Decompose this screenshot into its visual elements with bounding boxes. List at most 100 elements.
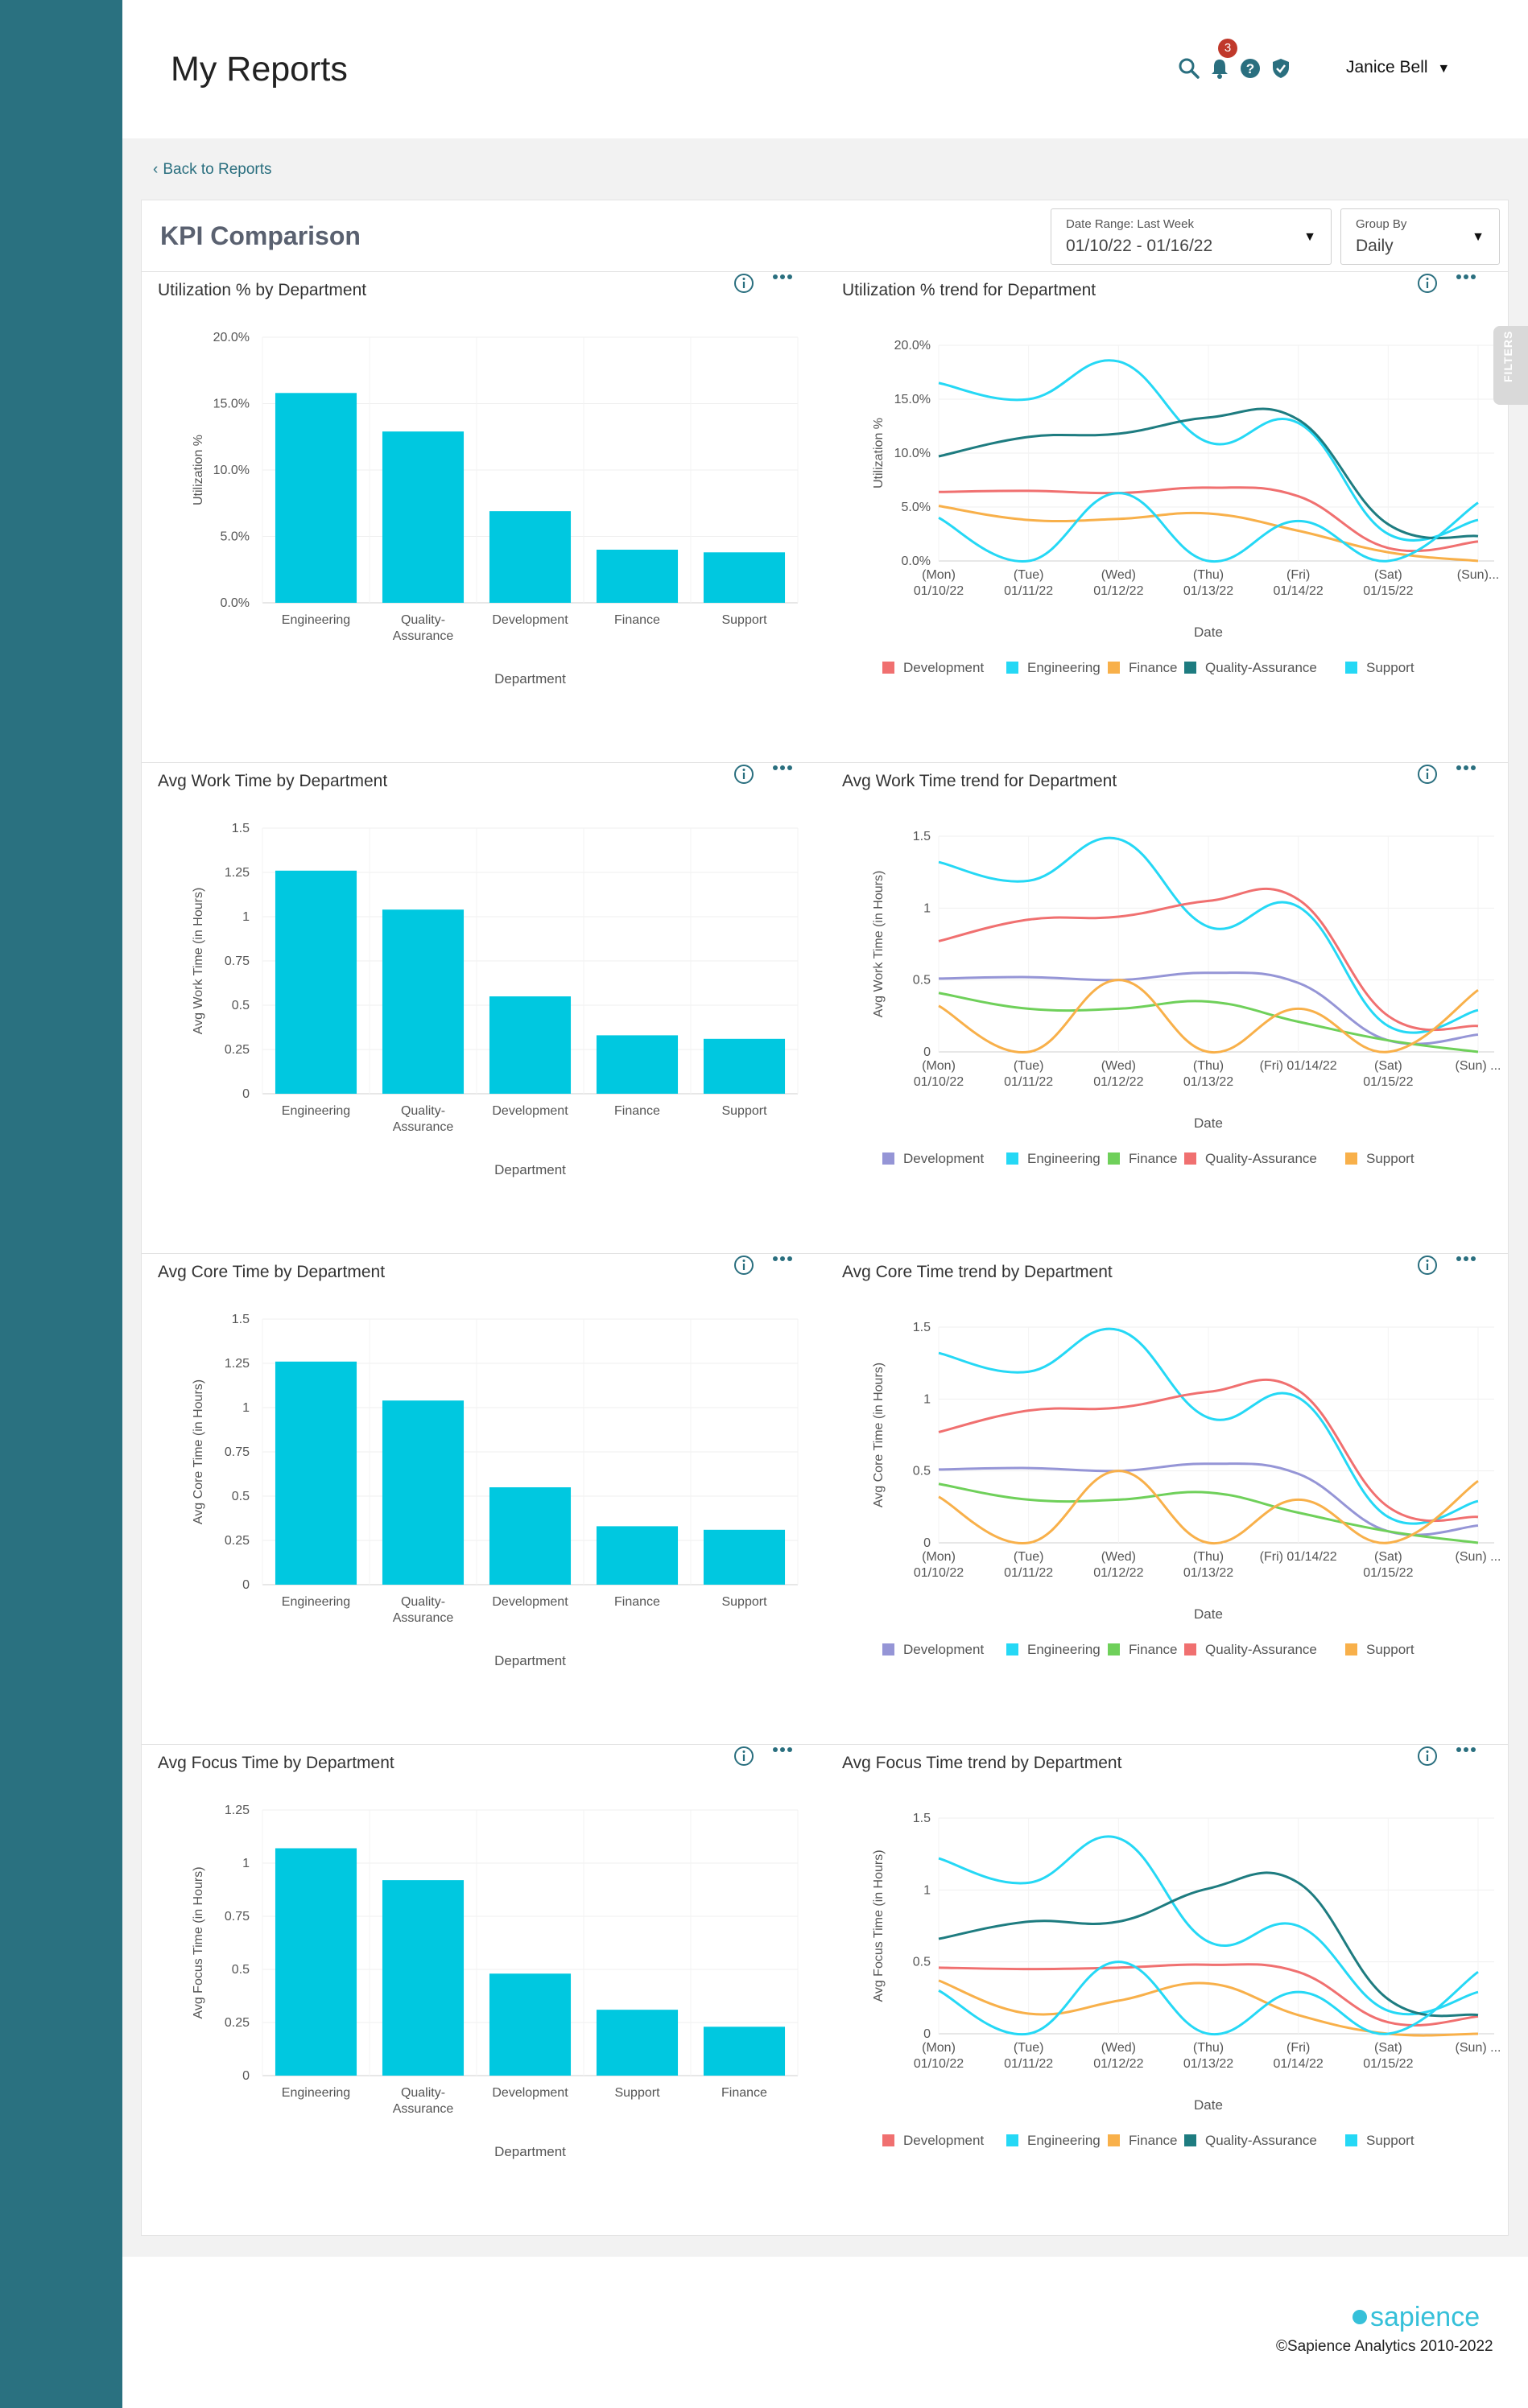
y-tick-label: 0.5 bbox=[232, 1490, 250, 1503]
bar bbox=[382, 1880, 465, 2076]
series-line bbox=[938, 1963, 1479, 2027]
x-tick-label: Quality- bbox=[401, 1104, 445, 1118]
x-tick-label: (Tue) bbox=[1014, 2041, 1044, 2055]
chart-title: Avg Focus Time by Department bbox=[158, 1754, 394, 1772]
date-range-label: Date Range: Last Week bbox=[1066, 217, 1194, 231]
bar bbox=[596, 2010, 679, 2076]
legend-label: Development bbox=[903, 660, 984, 675]
report-title: KPI Comparison bbox=[160, 221, 361, 250]
series-line bbox=[938, 1835, 1479, 2016]
bar bbox=[596, 1035, 679, 1094]
x-tick-label: (Sat) bbox=[1374, 1059, 1402, 1073]
bar-chart: 0 0.25 0.5 0.75 1 1.25 1.5 Engineering Quality- A… bbox=[192, 822, 799, 1177]
y-tick-label: 0.75 bbox=[225, 1910, 250, 1924]
chart-panel-utilization-trend: 0.0% 5.0% 10.0% 15.0% 20.0% (Mon) 01/10/22 (Tue… bbox=[826, 273, 1509, 756]
y-tick-label: 0.5 bbox=[913, 1956, 931, 1969]
shield-icon[interactable] bbox=[1269, 56, 1293, 80]
date-range-select[interactable]: Date Range: Last Week 01/10/22 - 01/16/2… bbox=[1051, 208, 1332, 265]
series-line bbox=[938, 836, 1479, 1034]
filters-tab[interactable]: FILTERS bbox=[1493, 326, 1528, 405]
info-icon[interactable] bbox=[1417, 273, 1438, 294]
more-options-icon[interactable] bbox=[772, 764, 793, 772]
legend-label: Finance bbox=[1129, 660, 1177, 675]
y-axis-label: Avg Work Time (in Hours) bbox=[872, 871, 886, 1018]
x-tick-label: Development bbox=[492, 1104, 568, 1118]
divider bbox=[142, 1253, 1508, 1254]
x-axis-label: Date bbox=[1194, 625, 1223, 640]
y-axis-label: Avg Focus Time (in Hours) bbox=[192, 1866, 205, 2018]
more-options-icon[interactable] bbox=[772, 1255, 793, 1263]
info-icon[interactable] bbox=[733, 273, 754, 294]
x-tick-label: 01/11/22 bbox=[1004, 1566, 1053, 1580]
y-axis-label: Avg Core Time (in Hours) bbox=[872, 1363, 886, 1507]
more-options-icon[interactable] bbox=[1456, 273, 1476, 281]
user-name: Janice Bell bbox=[1346, 58, 1428, 76]
user-menu[interactable]: Janice Bell ▼ bbox=[1346, 58, 1450, 77]
y-axis-label: Utilization % bbox=[192, 435, 205, 505]
sapience-logo: sapience bbox=[1352, 2302, 1480, 2333]
x-tick-label: (Tue) bbox=[1014, 1550, 1044, 1564]
legend-label: Support bbox=[1366, 1642, 1414, 1657]
more-options-icon[interactable] bbox=[772, 1746, 793, 1754]
info-icon[interactable] bbox=[1417, 764, 1438, 785]
back-to-reports-link[interactable]: ‹ Back to Reports bbox=[153, 161, 272, 179]
more-options-icon[interactable] bbox=[772, 273, 793, 281]
x-tick-label: (Fri) bbox=[1286, 2041, 1310, 2055]
info-icon[interactable] bbox=[733, 1255, 754, 1276]
x-tick-label: (Thu) bbox=[1193, 1059, 1224, 1073]
legend-label: Finance bbox=[1129, 1642, 1177, 1657]
more-options-icon[interactable] bbox=[1456, 1255, 1476, 1263]
more-options-icon[interactable] bbox=[1456, 1746, 1476, 1754]
y-tick-label: 1.5 bbox=[232, 822, 250, 835]
x-tick-label: Engineering bbox=[282, 613, 350, 627]
legend-swatch bbox=[1006, 662, 1018, 674]
bar-chart: 0 0.25 0.5 0.75 1 1.25 1.5 Engineering Quality- A… bbox=[192, 1313, 799, 1668]
help-icon[interactable]: ? bbox=[1238, 56, 1262, 80]
legend-label: Quality-Assurance bbox=[1205, 2133, 1317, 2148]
x-tick-label: 01/15/22 bbox=[1363, 584, 1413, 598]
x-tick-label: (Sat) bbox=[1374, 1550, 1402, 1564]
chart-title: Avg Focus Time trend by Department bbox=[842, 1754, 1122, 1772]
x-tick-label: Assurance bbox=[393, 1611, 454, 1625]
legend-swatch bbox=[1006, 2134, 1018, 2146]
legend-label: Support bbox=[1366, 660, 1414, 675]
y-tick-label: 0.25 bbox=[225, 2016, 250, 2030]
bar bbox=[275, 393, 357, 603]
bar bbox=[382, 431, 465, 603]
search-icon[interactable] bbox=[1177, 56, 1201, 80]
series-line bbox=[938, 492, 1479, 563]
group-by-select[interactable]: Group By Daily ▼ bbox=[1340, 208, 1500, 265]
y-axis-label: Utilization % bbox=[872, 418, 886, 489]
line-chart: 0 0.5 1 1.5 (Mon) 01/10/22 (Tue) 01/11/22 (Wed) 0… bbox=[872, 830, 1501, 1166]
x-tick-label: 01/10/22 bbox=[914, 2057, 964, 2071]
info-icon[interactable] bbox=[1417, 1255, 1438, 1276]
x-tick-label: Development bbox=[492, 2086, 568, 2100]
x-axis-label: Date bbox=[1194, 2097, 1223, 2113]
y-tick-label: 1 bbox=[923, 1883, 931, 1897]
y-tick-label: 1 bbox=[242, 1857, 250, 1870]
x-tick-label: (Tue) bbox=[1014, 568, 1044, 582]
header: My Reports 3 ? Janice Bell ▼ bbox=[122, 0, 1528, 138]
y-tick-label: 1.5 bbox=[913, 1812, 931, 1825]
x-tick-label: 01/12/22 bbox=[1093, 1566, 1143, 1580]
logo-dot-icon bbox=[1352, 2310, 1367, 2324]
more-options-icon[interactable] bbox=[1456, 764, 1476, 772]
x-tick-label: 01/14/22 bbox=[1274, 2057, 1324, 2071]
caret-down-icon: ▼ bbox=[1303, 230, 1316, 244]
info-icon[interactable] bbox=[733, 764, 754, 785]
legend-swatch bbox=[1108, 1152, 1120, 1165]
y-tick-label: 0 bbox=[923, 2027, 931, 2041]
x-tick-label: (Fri) 01/14/22 bbox=[1260, 1059, 1337, 1073]
bell-icon[interactable] bbox=[1208, 56, 1232, 80]
legend-label: Quality-Assurance bbox=[1205, 1642, 1317, 1657]
info-icon[interactable] bbox=[733, 1746, 754, 1767]
sidebar bbox=[0, 0, 122, 2408]
chart-panel-work-time-bar: 0 0.25 0.5 0.75 1 1.25 1.5 Engineering Quality- A… bbox=[142, 764, 826, 1247]
y-tick-label: 1 bbox=[923, 901, 931, 915]
series-line bbox=[938, 979, 1479, 1054]
series-line bbox=[938, 486, 1479, 553]
chart-panel-work-time-trend: 0 0.5 1 1.5 (Mon) 01/10/22 (Tue) 01/11/22 (Wed) 0… bbox=[826, 764, 1509, 1247]
info-icon[interactable] bbox=[1417, 1746, 1438, 1767]
x-tick-label: (Tue) bbox=[1014, 1059, 1044, 1073]
series-line bbox=[938, 1327, 1479, 1525]
